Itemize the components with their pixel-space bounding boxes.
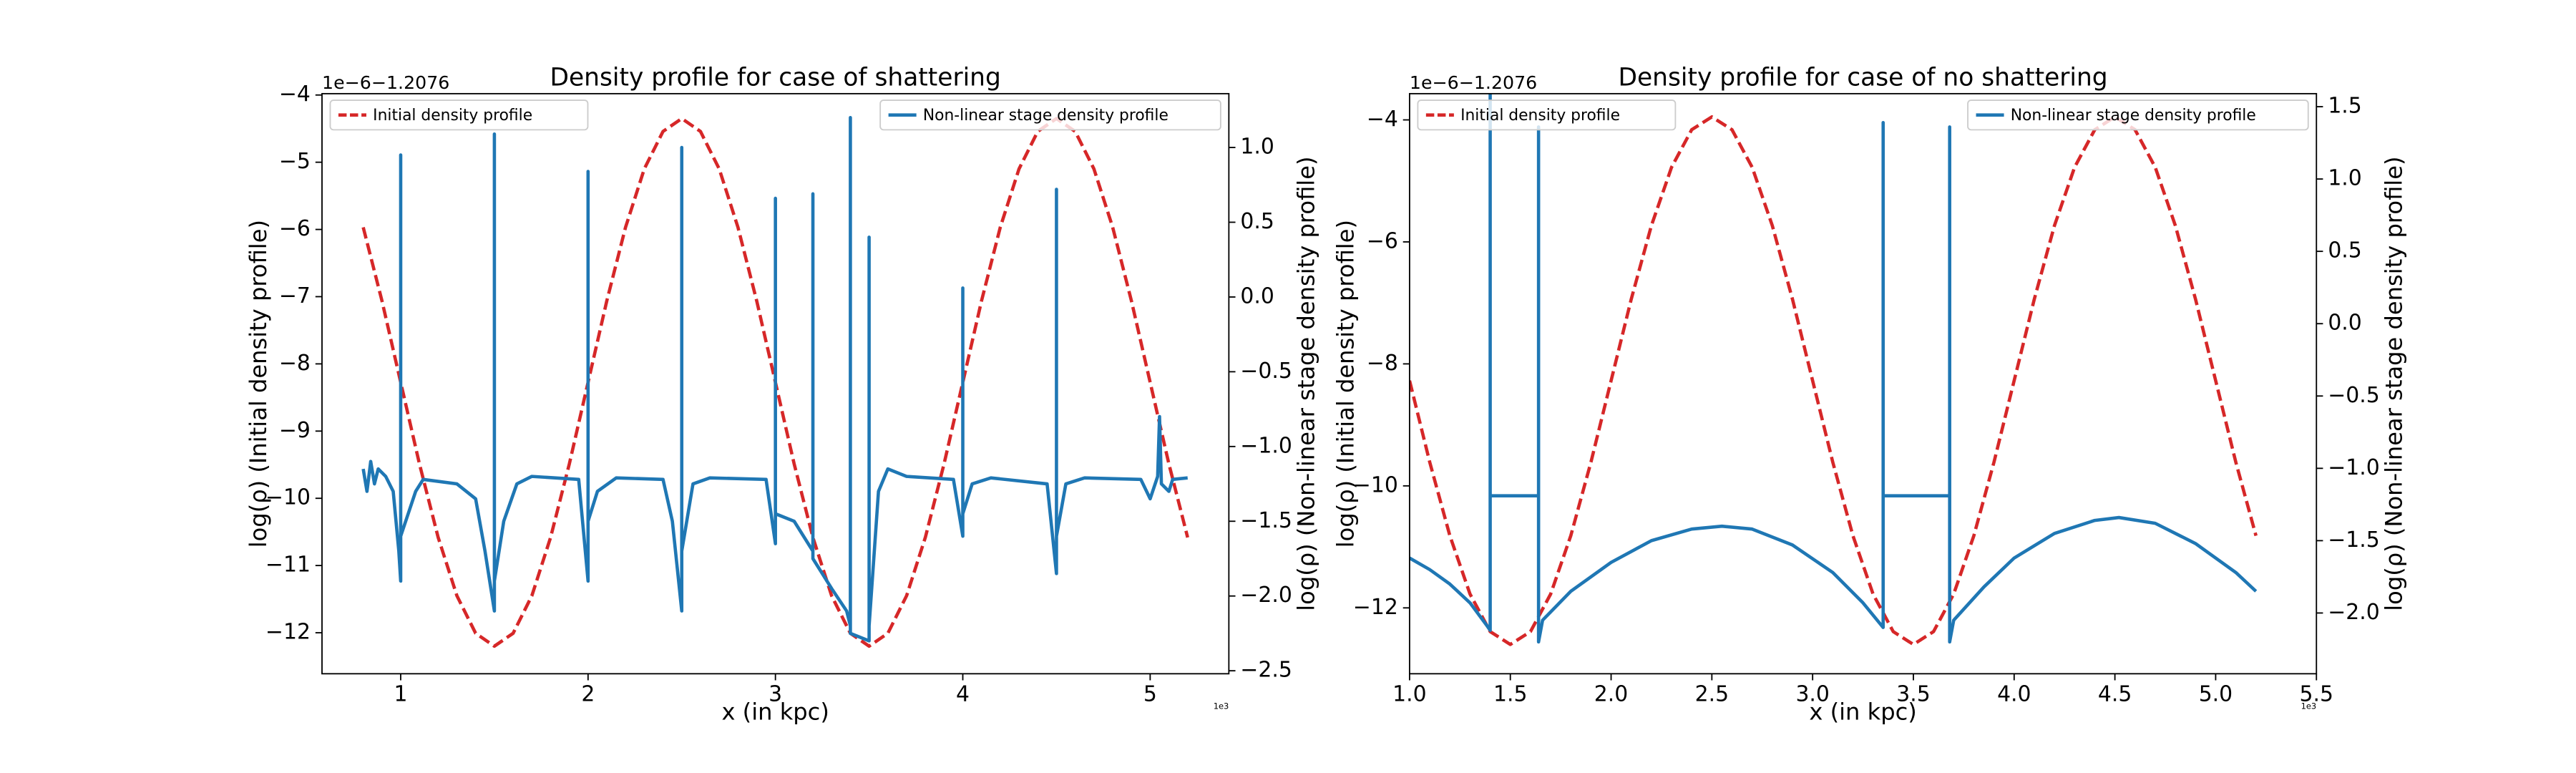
- legend-box: [329, 99, 589, 131]
- y2-tick-label: 1.0: [1240, 135, 1274, 160]
- y-tick-label: −6: [1367, 228, 1398, 253]
- y-tick-label: −4: [279, 82, 311, 107]
- y2-tick-label: −1.0: [2328, 455, 2379, 480]
- legend-label: Non-linear stage density profile: [923, 107, 1169, 125]
- legend-box: [879, 99, 1221, 131]
- y-offset-label: 1e−6−1.2076: [322, 72, 449, 93]
- legend-box: [1417, 99, 1677, 131]
- y-axis-label: log(ρ) (Initial density profile): [1332, 220, 1360, 548]
- x-tick-label: 4.5: [2098, 682, 2132, 707]
- y2-tick-label: 0.0: [2328, 311, 2361, 336]
- y-tick-label: −10: [1353, 472, 1398, 497]
- chart-title: Density profile for case of shattering: [550, 64, 1001, 92]
- legend-label: Non-linear stage density profile: [2011, 107, 2256, 125]
- y-offset-label: 1e−6−1.2076: [1410, 72, 1537, 93]
- x-tick-label: 5: [1143, 682, 1157, 707]
- series-line: [1409, 93, 2258, 644]
- x-tick-label: 1.5: [1493, 682, 1527, 707]
- y-axis-label: log(ρ) (Initial density profile): [245, 220, 272, 548]
- x-tick-label: 2: [581, 682, 595, 707]
- legend-label: Initial density profile: [373, 107, 532, 125]
- x-tick-label: 4.0: [1997, 682, 2031, 707]
- x-tick-label: 2.5: [1695, 682, 1729, 707]
- y2-tick-label: −1.5: [2328, 528, 2379, 553]
- y2-tick-label: −2.0: [1240, 583, 1292, 608]
- y2-tick-label: 0.5: [1240, 209, 1274, 234]
- y-tick-label: −5: [279, 149, 311, 174]
- y-tick-label: −12: [1353, 595, 1398, 620]
- y2-tick-label: 0.5: [2328, 238, 2361, 263]
- y-tick-label: −11: [265, 553, 311, 578]
- y2-tick-label: −2.5: [1240, 658, 1292, 683]
- y-tick-label: −4: [1367, 107, 1398, 132]
- y-tick-label: −8: [279, 351, 311, 376]
- x-offset-label: 1e3: [2301, 701, 2317, 711]
- x-axis-label: x (in kpc): [721, 698, 829, 725]
- y-tick-label: −8: [1367, 351, 1398, 376]
- y2-tick-label: −0.5: [1240, 359, 1292, 384]
- y2-tick-label: −1.0: [1240, 433, 1292, 458]
- y-tick-label: −9: [279, 418, 311, 443]
- series-line: [1409, 115, 2258, 646]
- x-tick-label: 1: [394, 682, 407, 707]
- x-tick-label: 3.0: [1795, 682, 1829, 707]
- y2-tick-label: 0.0: [1240, 283, 1274, 308]
- y-tick-label: −7: [279, 283, 311, 308]
- x-tick-label: 3.5: [1896, 682, 1930, 707]
- y2-axis-label: log(ρ) (Non-linear stage density profile…: [1293, 156, 1320, 611]
- y2-tick-label: −1.5: [1240, 508, 1292, 533]
- series-line: [361, 116, 1188, 643]
- x-tick-label: 5.5: [2300, 682, 2333, 707]
- x-tick-label: 4: [956, 682, 970, 707]
- x-offset-label: 1e3: [1214, 701, 1229, 711]
- plot-area: [361, 116, 1189, 648]
- chart-title: Density profile for case of no shatterin…: [1618, 64, 2107, 92]
- y-tick-label: −10: [265, 485, 311, 510]
- y2-tick-label: 1.5: [2328, 94, 2361, 119]
- x-tick-label: 1.0: [1392, 682, 1426, 707]
- y2-axis-label: log(ρ) (Non-linear stage density profile…: [2380, 156, 2407, 611]
- y2-tick-label: 1.0: [2328, 166, 2361, 191]
- y-tick-label: −12: [265, 620, 311, 645]
- legend-box: [1967, 99, 2309, 131]
- plot-area: [1409, 93, 2258, 646]
- x-tick-label: 3: [769, 682, 782, 707]
- y-tick-label: −6: [279, 216, 311, 241]
- legend-label: Initial density profile: [1460, 107, 1620, 125]
- x-tick-label: 2.0: [1594, 682, 1628, 707]
- axes-frame: [1408, 92, 2318, 675]
- y2-tick-label: −2.0: [2328, 600, 2379, 625]
- x-axis-label: x (in kpc): [1809, 698, 1916, 725]
- x-tick-label: 5.0: [2199, 682, 2233, 707]
- y2-tick-label: −0.5: [2328, 383, 2379, 408]
